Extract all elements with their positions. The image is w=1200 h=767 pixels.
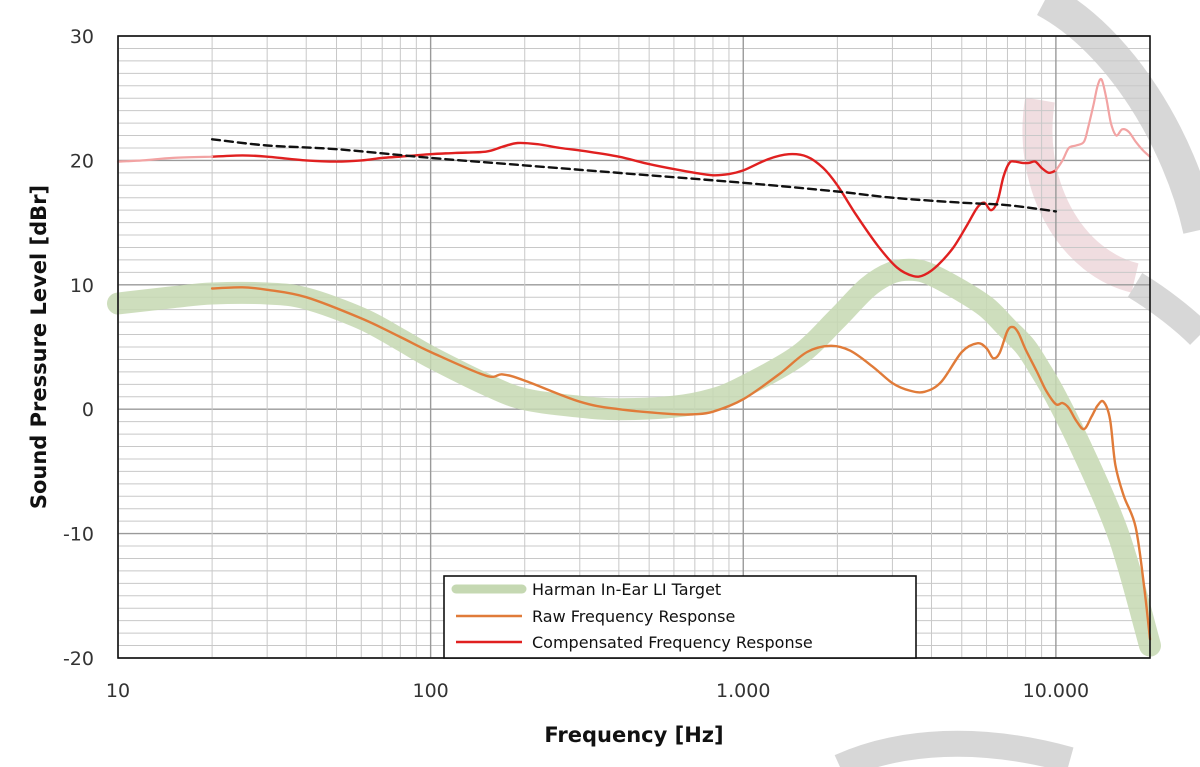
legend-label-target: Harman In-Ear LI Target — [532, 580, 721, 599]
y-tick-labels: 30 20 10 0 -10 -20 — [63, 26, 94, 670]
raw-response-curve — [210, 286, 1152, 641]
y-tick-label: 0 — [82, 399, 94, 421]
x-axis-title: Frequency [Hz] — [544, 723, 723, 747]
legend: Harman In-Ear LI Target Raw Frequency Re… — [443, 575, 917, 659]
series-layer — [116, 77, 1152, 641]
legend-label-compensated: Compensated Frequency Response — [532, 633, 813, 652]
x-tick-label: 10 — [106, 680, 130, 702]
y-tick-label: 10 — [70, 275, 94, 297]
y-tick-label: 20 — [70, 150, 94, 172]
x-tick-label: 10.000 — [1023, 680, 1089, 702]
faded-low-extension — [116, 155, 214, 163]
faded-high-extension — [1054, 77, 1152, 172]
x-tick-label: 1.000 — [716, 680, 770, 702]
y-tick-label: -10 — [63, 524, 94, 546]
x-tick-labels: 10 100 1.000 10.000 — [106, 680, 1089, 702]
y-axis-title: Sound Pressure Level [dBr] — [27, 185, 51, 509]
x-tick-label: 100 — [412, 680, 448, 702]
y-tick-label: -20 — [63, 648, 94, 670]
target-slope-dashed-line — [210, 138, 1058, 213]
legend-label-raw: Raw Frequency Response — [532, 607, 735, 626]
compensated-response-curve — [210, 141, 1058, 278]
watermark-arcs — [834, 0, 1200, 767]
y-tick-label: 30 — [70, 26, 94, 48]
